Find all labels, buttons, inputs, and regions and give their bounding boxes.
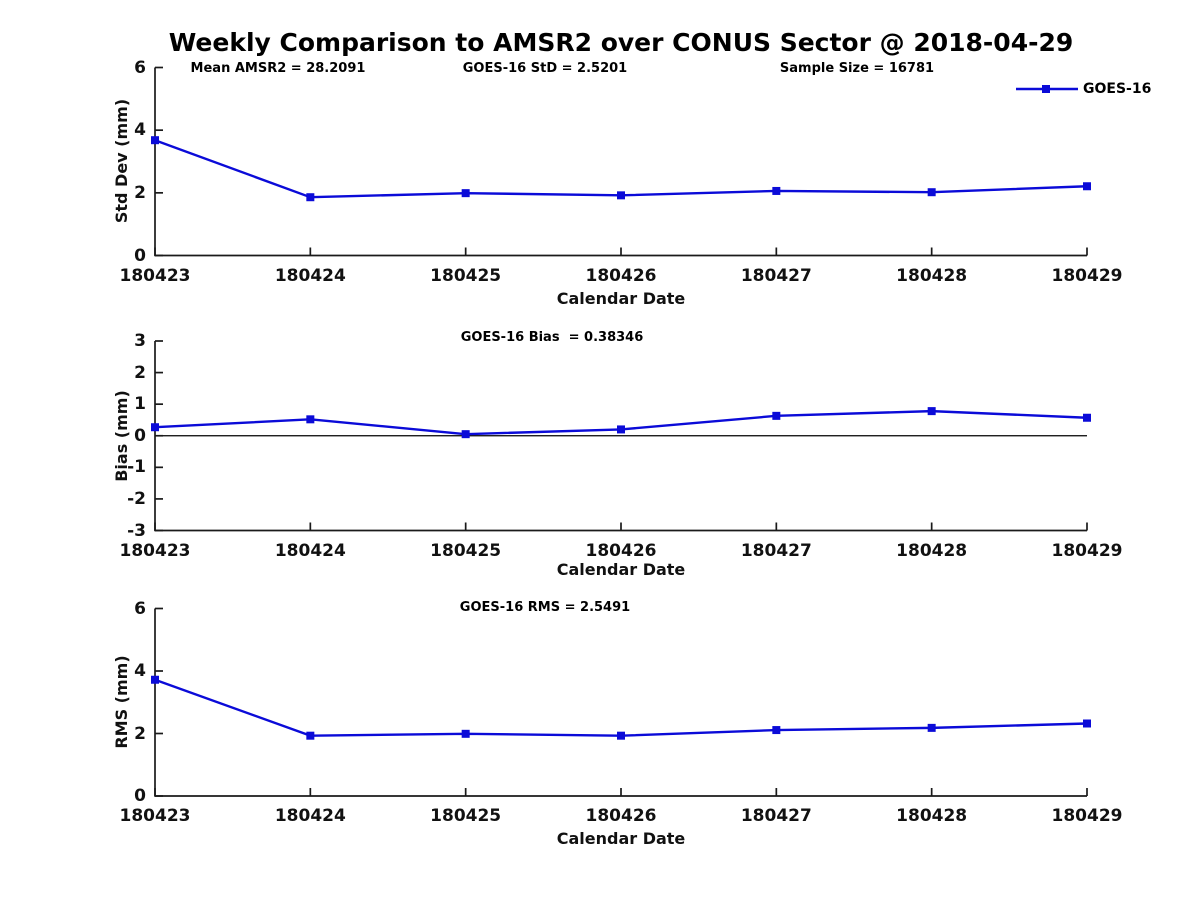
y-tick-label: -3 <box>127 520 146 541</box>
x-tick-label: 180429 <box>1051 540 1123 561</box>
x-tick-label: 180423 <box>119 806 191 826</box>
xlabel-calendar-date-3: Calendar Date <box>556 829 686 848</box>
data-point-marker <box>461 430 470 439</box>
y-tick-label: 4 <box>134 661 146 681</box>
stat-sample-size: Sample Size = 16781 <box>779 61 935 76</box>
y-tick-label: 2 <box>134 362 146 383</box>
xlabel-calendar-date-2: Calendar Date <box>556 560 686 579</box>
x-tick-label: 180429 <box>1051 806 1123 826</box>
y-tick-label: 0 <box>134 425 146 446</box>
data-point-marker <box>1083 413 1091 422</box>
stat-mean-amsr2: Mean AMSR2 = 28.2091 <box>190 61 366 76</box>
stat-goes-std: GOES-16 StD = 2.5201 <box>462 61 628 76</box>
data-point-marker <box>306 731 315 740</box>
xlabel-calendar-date-1: Calendar Date <box>556 289 686 308</box>
figure-title: Weekly Comparison to AMSR2 over CONUS Se… <box>168 28 1074 57</box>
series-line-goes-16 <box>154 139 1088 199</box>
bias-annotation: GOES-16 Bias = 0.38346 <box>460 330 644 345</box>
data-point-marker <box>1083 182 1091 191</box>
data-point-marker <box>772 186 781 195</box>
y-tick-label: 1 <box>134 394 146 415</box>
data-point-marker <box>617 425 625 434</box>
series-line-goes-16 <box>154 678 1088 737</box>
legend-label-goes-16: GOES-16 <box>1083 81 1152 97</box>
data-point-marker <box>461 189 470 198</box>
data-point-marker <box>772 411 781 420</box>
x-tick-label: 180428 <box>896 265 968 286</box>
y-tick-label: 2 <box>134 182 146 203</box>
x-tick-label: 180423 <box>119 540 191 561</box>
data-point-marker <box>306 193 315 202</box>
y-tick-label: 0 <box>134 786 146 806</box>
data-point-marker <box>151 136 159 145</box>
y-tick-label: 0 <box>134 245 146 266</box>
data-point-marker <box>772 726 781 735</box>
x-tick-label: 180427 <box>740 806 812 826</box>
y-tick-label: -1 <box>127 457 146 478</box>
x-tick-label: 180423 <box>119 265 191 286</box>
data-point-marker <box>927 188 936 197</box>
x-tick-label: 180428 <box>896 540 968 561</box>
data-point-marker <box>1083 719 1091 728</box>
x-tick-label: 180425 <box>430 806 502 826</box>
data-point-marker <box>461 729 470 738</box>
y-tick-label: 6 <box>134 57 146 78</box>
data-point-marker <box>306 415 315 424</box>
data-point-marker <box>617 731 625 740</box>
x-tick-label: 180427 <box>740 540 812 561</box>
x-tick-label: 180424 <box>274 806 346 826</box>
rms-annotation: GOES-16 RMS = 2.5491 <box>459 600 631 615</box>
x-tick-label: 180426 <box>585 540 657 561</box>
legend-marker <box>1042 85 1050 93</box>
x-tick-label: 180426 <box>585 806 657 826</box>
y-tick-label: 4 <box>134 120 146 141</box>
y-tick-label: 2 <box>134 723 146 744</box>
data-point-marker <box>927 407 936 416</box>
x-tick-label: 180424 <box>274 265 346 286</box>
data-point-marker <box>617 191 625 200</box>
x-tick-label: 180424 <box>274 540 346 561</box>
data-point-marker <box>151 675 159 684</box>
y-tick-label: -2 <box>127 488 146 509</box>
data-point-marker <box>927 723 936 732</box>
x-tick-label: 180425 <box>430 540 502 561</box>
x-tick-label: 180429 <box>1051 265 1123 286</box>
x-tick-label: 180426 <box>585 265 657 286</box>
x-tick-label: 180428 <box>896 806 968 826</box>
y-tick-label: 3 <box>134 331 146 351</box>
x-tick-label: 180425 <box>430 265 502 286</box>
data-point-marker <box>151 423 159 432</box>
ylabel-std-dev: Std Dev (mm) <box>112 98 131 224</box>
ylabel-rms: RMS (mm) <box>112 655 131 749</box>
y-tick-label: 6 <box>134 598 146 619</box>
x-tick-label: 180427 <box>740 265 812 286</box>
